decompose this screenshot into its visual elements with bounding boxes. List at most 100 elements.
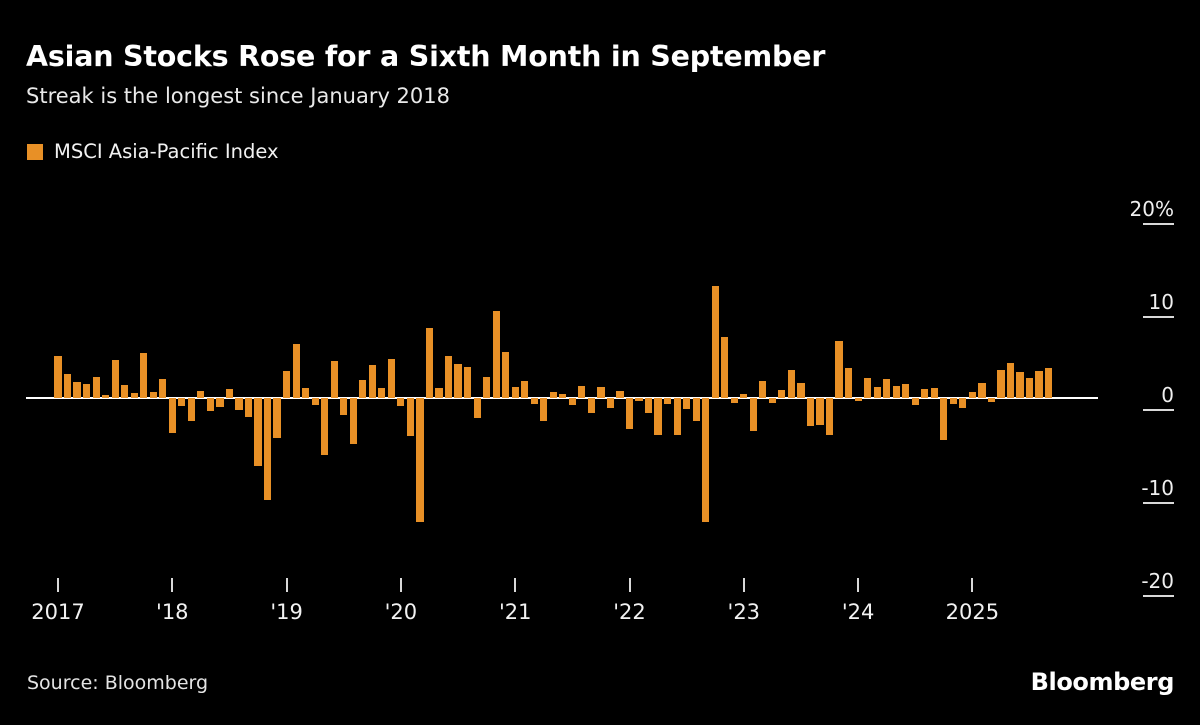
chart-bar [435,387,443,398]
chart-bar [683,398,691,410]
chart-bar [483,376,491,398]
chart-bar [321,398,329,455]
chart-bar [73,382,81,398]
chart-bar [749,398,757,432]
chart-bar [883,379,891,398]
y-axis-tick-mark [1143,316,1174,318]
zero-baseline [26,397,1098,399]
chart-legend: MSCI Asia-Pacific Index [27,140,279,163]
chart-bar [273,398,281,438]
chart-bar [130,393,138,398]
chart-bar [302,387,310,398]
chart-bar [768,398,776,403]
chart-bar [864,378,872,398]
chart-bar [816,398,824,425]
chart-bar [511,386,519,398]
chart-bar [844,368,853,398]
chart-bar [702,398,710,522]
chart-bar [759,381,767,398]
legend-swatch-icon [27,143,43,160]
chart-bar [568,398,576,405]
chart-bar [292,344,300,398]
chart-bar [187,398,195,422]
chart-bar [492,310,500,398]
chart-bar [997,370,1005,398]
chart-bar [168,398,176,434]
bloomberg-logo: Bloomberg [1030,668,1175,696]
chart-bar [197,391,205,398]
chart-bar [835,341,843,398]
chart-bar [82,384,91,398]
page-title: Asian Stocks Rose for a Sixth Month in S… [26,40,826,73]
chart-bar [654,398,662,436]
chart-bar [692,398,700,422]
x-axis-tick-mark [742,578,745,592]
x-axis-tick-mark [399,578,402,592]
chart-bar [854,398,862,401]
chart-bar [235,398,243,411]
chart-bar [578,385,586,398]
chart-bar [425,328,434,398]
chart-bar [940,398,948,440]
chart-bar [549,392,557,398]
chart-bar [711,286,719,398]
x-axis-tick-mark [171,578,174,592]
y-axis-tick-mark [1143,223,1174,225]
chart-bar [178,398,186,407]
chart-bar [349,398,357,444]
chart-bar [254,398,262,466]
x-axis-tick-label: '24 [841,600,875,624]
chart-bar [1006,362,1015,398]
chart-bar [644,398,653,413]
x-axis-tick-label: '18 [156,600,189,624]
chart-bar [206,398,214,412]
chart-bar [892,385,900,398]
x-axis-tick-mark [857,578,860,592]
chart-bar [806,398,815,426]
x-axis-tick-mark [57,578,59,592]
x-axis-tick-label: 2017 [31,600,85,624]
chart-bar [730,398,738,403]
chart-bar [54,356,62,398]
chart-bar [616,391,624,398]
chart-bar [330,360,338,398]
chart-bar [597,386,605,398]
y-axis-tick-label: 20% [1129,197,1174,221]
chart-bar [521,381,529,398]
chart-bar [911,398,919,406]
x-axis-tick-label: '21 [498,600,532,624]
chart-bar [721,336,729,398]
y-axis-tick-label: 0 [1161,383,1174,407]
chart-bar [968,392,976,398]
chart-bar [473,398,481,418]
y-axis-tick-mark [1143,595,1174,597]
source-note: Source: Bloomberg [27,672,209,694]
chart-bar [121,384,129,398]
legend-item-label: MSCI Asia-Pacific Index [54,140,279,163]
chart-bar [244,398,253,417]
chart-bar [740,394,748,398]
chart-bar [311,398,319,405]
x-axis-tick-mark [514,578,517,592]
chart-bar [149,392,157,398]
chart-bar [378,387,386,398]
chart-bar [92,376,100,398]
chart-bar [340,398,348,415]
x-axis-tick-label: '23 [727,600,761,624]
chart-bar [159,379,167,398]
x-axis-tick-mark [628,578,631,592]
chart-bar [1045,368,1053,398]
x-axis-tick-label: '19 [270,600,303,624]
chart-bar [635,398,643,401]
chart-bar [406,398,414,437]
y-axis-tick-label: 10 [1148,290,1174,314]
chart-bar [102,395,110,398]
chart-bar [140,353,148,398]
chart-bar [1016,371,1024,398]
chart-bar [625,398,634,429]
chart-bar [949,398,957,404]
chart-bar [63,373,72,398]
chart-bar [606,398,615,409]
